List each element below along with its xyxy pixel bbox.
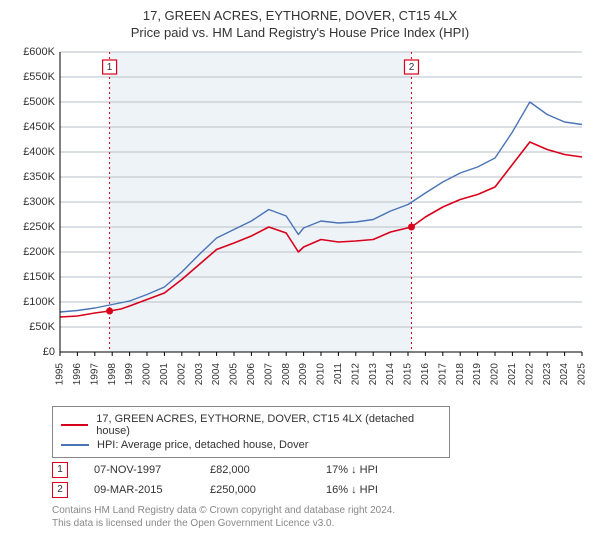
svg-text:2003: 2003: [194, 362, 205, 385]
svg-text:£150K: £150K: [23, 271, 55, 283]
svg-text:£50K: £50K: [29, 321, 55, 333]
svg-text:1997: 1997: [89, 362, 100, 385]
footnote-line-1: Contains HM Land Registry data © Crown c…: [52, 505, 395, 516]
sale-marker-box: 1: [52, 462, 68, 478]
svg-text:£350K: £350K: [23, 171, 55, 183]
legend-swatch: [61, 424, 88, 426]
svg-text:2011: 2011: [333, 362, 344, 384]
footnote-line-2: This data is licensed under the Open Gov…: [52, 518, 334, 529]
svg-text:2018: 2018: [455, 362, 466, 385]
svg-text:2008: 2008: [281, 362, 292, 385]
svg-text:2022: 2022: [524, 362, 535, 385]
sale-delta: 16% ↓ HPI: [326, 484, 416, 496]
legend-row: 17, GREEN ACRES, EYTHORNE, DOVER, CT15 4…: [61, 413, 441, 437]
svg-text:£550K: £550K: [23, 71, 55, 83]
svg-text:2013: 2013: [368, 362, 379, 385]
svg-text:£300K: £300K: [23, 196, 55, 208]
svg-text:£400K: £400K: [23, 146, 55, 158]
svg-text:2019: 2019: [472, 362, 483, 385]
svg-text:2017: 2017: [437, 362, 448, 385]
svg-text:2: 2: [409, 62, 415, 73]
sale-price: £82,000: [210, 464, 300, 476]
svg-text:2021: 2021: [507, 362, 518, 385]
footnote: Contains HM Land Registry data © Crown c…: [52, 504, 586, 530]
svg-text:2023: 2023: [542, 362, 553, 385]
chart-title: 17, GREEN ACRES, EYTHORNE, DOVER, CT15 4…: [14, 8, 586, 42]
chart-plot: £0 £50K £100K £150K £200K £250K £300K £350K £400…: [14, 46, 586, 400]
svg-text:2024: 2024: [559, 362, 570, 385]
svg-text:2007: 2007: [263, 362, 274, 385]
svg-text:£250K: £250K: [23, 221, 55, 233]
legend-label: 17, GREEN ACRES, EYTHORNE, DOVER, CT15 4…: [96, 413, 441, 437]
chart-svg: £0 £50K £100K £150K £200K £250K £300K £350K £400…: [14, 46, 590, 400]
sale-marker-number: 2: [57, 484, 63, 495]
sale-delta: 17% ↓ HPI: [326, 464, 416, 476]
svg-text:2020: 2020: [490, 362, 501, 385]
svg-text:2012: 2012: [350, 362, 361, 385]
svg-text:1995: 1995: [55, 362, 66, 385]
svg-text:£0: £0: [43, 346, 55, 358]
title-line-2: Price paid vs. HM Land Registry's House …: [14, 25, 586, 42]
chart-container: 17, GREEN ACRES, EYTHORNE, DOVER, CT15 4…: [0, 0, 600, 560]
svg-text:2005: 2005: [229, 362, 240, 385]
legend-row: HPI: Average price, detached house, Dove…: [61, 439, 441, 451]
sale-price: £250,000: [210, 484, 300, 496]
svg-text:2010: 2010: [316, 362, 327, 385]
svg-text:£200K: £200K: [23, 246, 55, 258]
sale-date: 09-MAR-2015: [94, 484, 184, 496]
legend-swatch: [61, 444, 89, 446]
svg-text:2015: 2015: [403, 362, 414, 385]
sale-row: 2 09-MAR-2015 £250,000 16% ↓ HPI: [52, 482, 586, 498]
svg-text:£500K: £500K: [23, 96, 55, 108]
svg-text:2004: 2004: [211, 362, 222, 385]
svg-text:2014: 2014: [385, 362, 396, 385]
svg-text:1998: 1998: [107, 362, 118, 385]
sale-date: 07-NOV-1997: [94, 464, 184, 476]
svg-text:£450K: £450K: [23, 121, 55, 133]
sale-row: 1 07-NOV-1997 £82,000 17% ↓ HPI: [52, 462, 586, 478]
svg-text:1999: 1999: [124, 362, 135, 385]
svg-text:2009: 2009: [298, 362, 309, 385]
svg-text:2002: 2002: [176, 362, 187, 385]
svg-text:£100K: £100K: [23, 296, 55, 308]
svg-text:2016: 2016: [420, 362, 431, 385]
svg-text:1996: 1996: [72, 362, 83, 385]
sale-marker-number: 1: [57, 464, 63, 475]
svg-text:2006: 2006: [246, 362, 257, 385]
svg-text:£600K: £600K: [23, 46, 55, 58]
title-line-1: 17, GREEN ACRES, EYTHORNE, DOVER, CT15 4…: [14, 8, 586, 25]
svg-text:2025: 2025: [577, 362, 588, 385]
svg-text:2001: 2001: [159, 362, 170, 385]
legend-label: HPI: Average price, detached house, Dove…: [97, 439, 308, 451]
legend: 17, GREEN ACRES, EYTHORNE, DOVER, CT15 4…: [52, 406, 450, 458]
svg-text:1: 1: [107, 62, 113, 73]
sale-marker-box: 2: [52, 482, 68, 498]
svg-text:2000: 2000: [142, 362, 153, 385]
